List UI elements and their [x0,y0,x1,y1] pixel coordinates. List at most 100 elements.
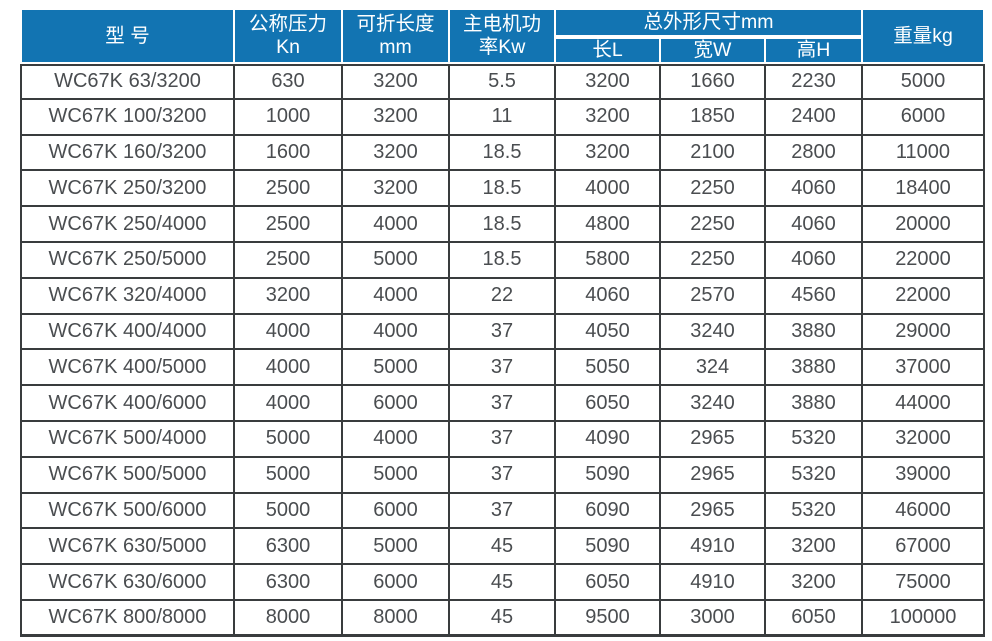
cell-motor-power-kw: 5.5 [450,64,556,100]
col-header-weight-label: 重量kg [893,24,953,47]
cell-model: WC67K 630/5000 [20,529,235,566]
table-row: WC67K 500/4000 5000 4000 37 4090 2965 5320 3200… [20,421,985,458]
spec-table-container: 型 号 公称压力 Kn 可折长度 mm 主电机功 率Kw 总外形尺寸mm 重量k… [20,8,985,637]
table-row: WC67K 63/3200 630 3200 5.5 3200 1660 2230 5000 [20,64,985,100]
cell-fold-length-mm: 5000 [343,350,450,387]
cell-dim-length-l: 4000 [556,171,661,208]
col-header-dim-height: 高H [766,37,863,64]
cell-model: WC67K 63/3200 [20,64,235,100]
cell-dim-width-w: 4910 [661,529,766,566]
cell-weight-kg: 11000 [863,135,985,172]
cell-weight-kg: 44000 [863,386,985,422]
cell-pressure-kn: 8000 [235,600,343,637]
cell-model: WC67K 400/5000 [20,350,235,387]
cell-fold-length-mm: 3200 [343,171,450,208]
cell-motor-power-kw: 18.5 [450,242,556,279]
cell-dim-length-l: 4090 [556,421,661,458]
table-body: WC67K 63/3200 630 3200 5.5 3200 1660 2230 5000 W… [20,64,985,637]
table-row: WC67K 320/4000 3200 4000 22 4060 2570 4560 2200… [20,278,985,315]
cell-model: WC67K 250/3200 [20,171,235,208]
cell-motor-power-kw: 37 [450,386,556,422]
cell-fold-length-mm: 6000 [343,386,450,422]
cell-dim-height-h: 3880 [766,350,863,387]
cell-fold-length-mm: 6000 [343,493,450,530]
cell-pressure-kn: 5000 [235,457,343,494]
cell-weight-kg: 22000 [863,278,985,315]
cell-model: WC67K 500/5000 [20,457,235,494]
cell-pressure-kn: 2500 [235,242,343,279]
cell-dim-height-h: 4060 [766,171,863,208]
table-row: WC67K 400/5000 4000 5000 37 5050 324 3880 37000 [20,350,985,387]
cell-motor-power-kw: 11 [450,99,556,136]
cell-dim-height-h: 5320 [766,493,863,530]
cell-dim-width-w: 1660 [661,64,766,100]
cell-fold-length-mm: 5000 [343,529,450,566]
cell-pressure-kn: 4000 [235,350,343,387]
cell-dim-height-h: 6050 [766,600,863,637]
cell-dim-height-h: 5320 [766,421,863,458]
cell-dim-length-l: 5090 [556,457,661,494]
cell-dim-length-l: 6050 [556,386,661,422]
cell-dim-length-l: 9500 [556,600,661,637]
cell-model: WC67K 400/4000 [20,314,235,351]
cell-dim-length-l: 4060 [556,278,661,315]
cell-motor-power-kw: 18.5 [450,171,556,208]
cell-motor-power-kw: 37 [450,421,556,458]
col-header-model-label: 型 号 [105,24,150,47]
col-header-dimensions-group: 总外形尺寸mm [556,8,863,37]
cell-weight-kg: 6000 [863,99,985,136]
cell-fold-length-mm: 3200 [343,99,450,136]
cell-dim-width-w: 2250 [661,242,766,279]
cell-dim-length-l: 6050 [556,565,661,601]
cell-fold-length-mm: 4000 [343,314,450,351]
table-row: WC67K 400/6000 4000 6000 37 6050 3240 3880 4400… [20,386,985,422]
col-header-pressure-line2: Kn [276,36,300,58]
cell-pressure-kn: 6300 [235,565,343,601]
cell-dim-length-l: 5800 [556,242,661,279]
cell-model: WC67K 500/6000 [20,493,235,530]
cell-dim-height-h: 3200 [766,565,863,601]
cell-weight-kg: 32000 [863,421,985,458]
cell-weight-kg: 100000 [863,600,985,637]
cell-model: WC67K 400/6000 [20,386,235,422]
cell-pressure-kn: 6300 [235,529,343,566]
cell-motor-power-kw: 37 [450,493,556,530]
col-header-model: 型 号 [20,8,235,64]
cell-pressure-kn: 3200 [235,278,343,315]
table-row: WC67K 500/5000 5000 5000 37 5090 2965 5320 3900… [20,457,985,494]
header-row-top: 型 号 公称压力 Kn 可折长度 mm 主电机功 率Kw 总外形尺寸mm 重量k… [20,8,985,64]
col-header-weight: 重量kg [863,8,985,64]
cell-fold-length-mm: 4000 [343,421,450,458]
cell-motor-power-kw: 37 [450,457,556,494]
cell-dim-width-w: 2250 [661,171,766,208]
cell-pressure-kn: 2500 [235,207,343,243]
cell-motor-power-kw: 45 [450,600,556,637]
cell-fold-length-mm: 4000 [343,207,450,243]
cell-pressure-kn: 4000 [235,314,343,351]
cell-weight-kg: 18400 [863,171,985,208]
cell-dim-height-h: 4060 [766,242,863,279]
cell-motor-power-kw: 18.5 [450,135,556,172]
cell-model: WC67K 800/8000 [20,600,235,637]
cell-fold-length-mm: 5000 [343,242,450,279]
spec-table: 型 号 公称压力 Kn 可折长度 mm 主电机功 率Kw 总外形尺寸mm 重量k… [20,8,985,637]
cell-dim-width-w: 2965 [661,457,766,494]
col-header-dim-length: 长L [556,37,661,64]
cell-motor-power-kw: 37 [450,350,556,387]
cell-model: WC67K 100/3200 [20,99,235,136]
cell-fold-length-mm: 4000 [343,278,450,315]
cell-dim-width-w: 2570 [661,278,766,315]
cell-dim-length-l: 3200 [556,99,661,136]
cell-model: WC67K 250/5000 [20,242,235,279]
cell-dim-height-h: 3200 [766,529,863,566]
cell-model: WC67K 160/3200 [20,135,235,172]
cell-fold-length-mm: 5000 [343,457,450,494]
cell-dim-length-l: 6090 [556,493,661,530]
cell-dim-width-w: 4910 [661,565,766,601]
cell-weight-kg: 39000 [863,457,985,494]
cell-dim-width-w: 324 [661,350,766,387]
col-header-dim-width: 宽W [661,37,766,64]
cell-model: WC67K 250/4000 [20,207,235,243]
cell-fold-length-mm: 6000 [343,565,450,601]
col-header-fold-length-line2: mm [379,36,412,58]
